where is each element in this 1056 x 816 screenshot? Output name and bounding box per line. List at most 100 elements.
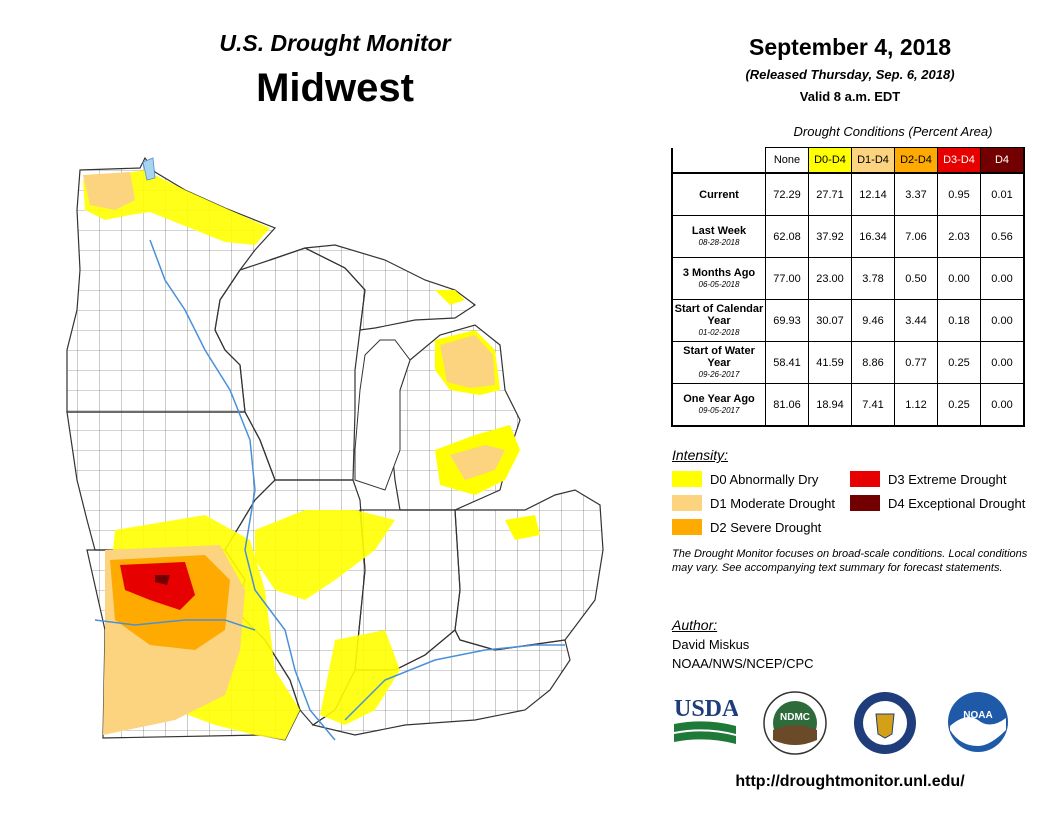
ndmc-logo-text: NDMC bbox=[780, 712, 810, 723]
row-date: 06-05-2018 bbox=[698, 279, 740, 289]
drought-d1-mi-thumb bbox=[450, 445, 505, 480]
lake-red bbox=[142, 157, 156, 181]
row-label: 3 Months Ago 06-05-2018 bbox=[671, 257, 766, 300]
row-label: Start of Water Year 09-26-2017 bbox=[671, 341, 766, 384]
row-label-text: Start of Water Year bbox=[683, 344, 755, 369]
drought-d0-oh-east bbox=[505, 515, 540, 540]
ndmc-logo: NDMC bbox=[763, 691, 827, 755]
table-title: Drought Conditions (Percent Area) bbox=[793, 124, 993, 139]
row-label-text: Last Week bbox=[691, 224, 747, 237]
legend-d3: D3 Extreme Drought bbox=[850, 471, 1007, 487]
table-cell: 0.01 bbox=[980, 172, 1025, 216]
row-date: 01-02-2018 bbox=[698, 327, 740, 337]
legend-d4: D4 Exceptional Drought bbox=[850, 495, 1025, 511]
col-header-d0-d4: D0-D4 bbox=[808, 147, 852, 174]
row-label-text: Start of Calendar Year bbox=[674, 302, 764, 327]
usda-logo: USDA bbox=[674, 696, 738, 744]
drought-stats-table: None D0-D4 D1-D4 D2-D4 D3-D4 D4 Current 7… bbox=[671, 147, 1025, 427]
row-label: Last Week 08-28-2018 bbox=[671, 215, 766, 258]
table-corner bbox=[672, 147, 766, 174]
table-cell: 41.59 bbox=[808, 341, 852, 384]
row-date: 09-26-2017 bbox=[698, 369, 740, 379]
website-url[interactable]: http://droughtmonitor.unl.edu/ bbox=[735, 773, 965, 790]
table-cell: 72.29 bbox=[765, 172, 809, 216]
legend-title: Intensity: bbox=[672, 447, 729, 463]
table-row: Start of Water Year 09-26-2017 58.41 41.59 8… bbox=[671, 341, 1025, 384]
row-label: Start of Calendar Year 01-02-2018 bbox=[671, 299, 766, 342]
drought-map bbox=[66, 156, 604, 741]
legend-label-d1: D1 Moderate Drought bbox=[710, 495, 836, 511]
noaa-logo: NOAA bbox=[948, 692, 1008, 752]
drought-d0-upper-mi bbox=[435, 290, 465, 305]
map-date: September 4, 2018 bbox=[748, 34, 951, 60]
table-row: 3 Months Ago 06-05-2018 77.00 23.00 3.78 0.50… bbox=[671, 257, 1025, 300]
legend-swatch-d1 bbox=[672, 495, 702, 511]
drought-d0-ky-west bbox=[320, 630, 400, 725]
legend-label-d2: D2 Severe Drought bbox=[710, 519, 822, 535]
legend-d0: D0 Abnormally Dry bbox=[672, 471, 818, 487]
legend-d2: D2 Severe Drought bbox=[672, 519, 821, 535]
author-name: David Miskus bbox=[672, 637, 750, 652]
table-cell: 30.07 bbox=[808, 299, 852, 342]
table-cell: 0.25 bbox=[937, 341, 981, 384]
table-cell: 27.71 bbox=[808, 172, 852, 216]
table-header-row: None D0-D4 D1-D4 D2-D4 D3-D4 D4 bbox=[672, 147, 1025, 174]
col-header-none: None bbox=[765, 147, 809, 174]
legend-label-d0: D0 Abnormally Dry bbox=[710, 471, 819, 487]
drought-d3-missouri bbox=[120, 562, 195, 610]
usda-logo-text: USDA bbox=[674, 696, 738, 722]
col-header-d2-d4: D2-D4 bbox=[894, 147, 938, 174]
table-cell: 16.34 bbox=[851, 215, 895, 258]
table-cell: 69.93 bbox=[765, 299, 809, 342]
table-cell: 23.00 bbox=[808, 257, 852, 300]
col-header-d1-d4: D1-D4 bbox=[851, 147, 895, 174]
table-cell: 12.14 bbox=[851, 172, 895, 216]
table-body: Current 72.29 27.71 12.14 3.37 0.95 0.01 Last W… bbox=[671, 172, 1025, 427]
row-label: One Year Ago 09-05-2017 bbox=[671, 383, 766, 427]
author-org: NOAA/NWS/NCEP/CPC bbox=[672, 656, 814, 671]
table-cell: 77.00 bbox=[765, 257, 809, 300]
table-cell: 2.03 bbox=[937, 215, 981, 258]
river-ohio bbox=[344, 644, 565, 721]
map-title: U.S. Drought Monitor bbox=[219, 30, 451, 56]
row-date: 08-28-2018 bbox=[698, 237, 740, 247]
row-label-text: 3 Months Ago bbox=[682, 266, 756, 279]
legend-d1: D1 Moderate Drought bbox=[672, 495, 835, 511]
col-header-d3-d4: D3-D4 bbox=[937, 147, 981, 174]
table-cell: 81.06 bbox=[765, 383, 809, 427]
disclaimer-note: The Drought Monitor focuses on broad-sca… bbox=[672, 548, 1028, 574]
legend-swatch-d3 bbox=[850, 471, 880, 487]
table-cell: 0.00 bbox=[937, 257, 981, 300]
table-cell: 3.44 bbox=[894, 299, 938, 342]
table-cell: 0.00 bbox=[980, 341, 1025, 384]
table-cell: 0.00 bbox=[980, 299, 1025, 342]
table-cell: 8.86 bbox=[851, 341, 895, 384]
table-cell: 1.12 bbox=[894, 383, 938, 427]
table-cell: 3.78 bbox=[851, 257, 895, 300]
table-cell: 0.00 bbox=[980, 257, 1025, 300]
noaa-logo-text: NOAA bbox=[963, 710, 992, 721]
table-cell: 0.77 bbox=[894, 341, 938, 384]
river-mississippi bbox=[149, 239, 336, 741]
release-date: (Released Thursday, Sep. 6, 2018) bbox=[745, 67, 955, 82]
table-row: Start of Calendar Year 01-02-2018 69.93 30.… bbox=[671, 299, 1025, 342]
author-label: Author: bbox=[672, 617, 718, 633]
region-title: Midwest bbox=[256, 66, 414, 110]
lake-michigan bbox=[354, 339, 411, 491]
col-header-d4: D4 bbox=[980, 147, 1025, 174]
row-label-text: One Year Ago bbox=[683, 392, 755, 405]
drought-d1-mi-lower-north bbox=[440, 335, 495, 388]
legend-swatch-d2 bbox=[672, 519, 702, 535]
valid-time: Valid 8 a.m. EDT bbox=[799, 89, 901, 104]
drought-d0-il-in bbox=[255, 510, 395, 600]
legend-label-d3: D3 Extreme Drought bbox=[888, 471, 1007, 487]
row-label-text: Current bbox=[699, 188, 739, 201]
legend-swatch-d0 bbox=[672, 471, 702, 487]
drought-d1-minnesota-north bbox=[83, 172, 135, 210]
drought-d4-missouri bbox=[155, 575, 170, 585]
table-cell: 0.00 bbox=[980, 383, 1025, 427]
row-date: 09-05-2017 bbox=[698, 405, 740, 415]
table-cell: 18.94 bbox=[808, 383, 852, 427]
table-cell: 0.50 bbox=[894, 257, 938, 300]
row-label: Current bbox=[671, 172, 766, 216]
